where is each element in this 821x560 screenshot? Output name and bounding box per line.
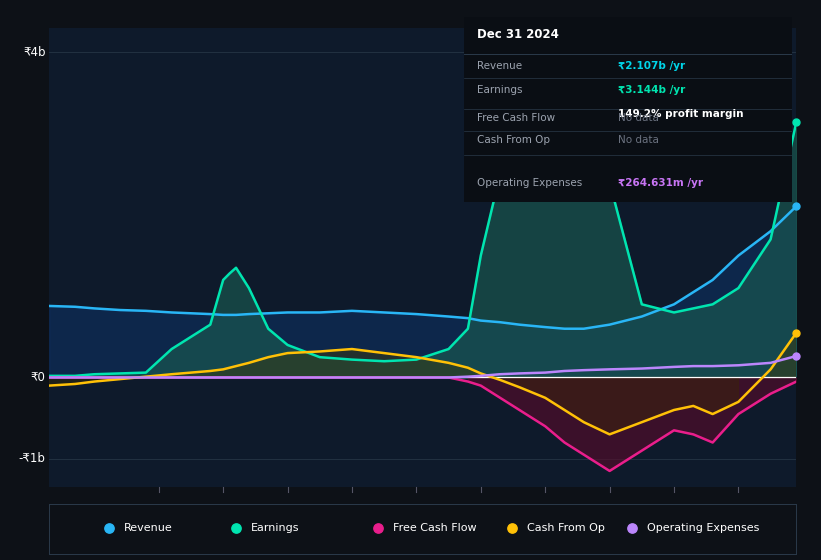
Text: ₹3.144b /yr: ₹3.144b /yr	[618, 85, 686, 95]
Point	[790, 328, 803, 337]
Text: Earnings: Earnings	[251, 523, 300, 533]
Text: 2022: 2022	[595, 506, 624, 516]
Text: 2015: 2015	[144, 506, 172, 516]
Text: Operating Expenses: Operating Expenses	[477, 178, 582, 188]
Point	[230, 524, 243, 533]
Text: ₹2.107b /yr: ₹2.107b /yr	[618, 61, 686, 71]
Text: Operating Expenses: Operating Expenses	[647, 523, 759, 533]
Text: 2017: 2017	[273, 506, 301, 516]
Text: 2020: 2020	[466, 506, 495, 516]
Point	[626, 524, 639, 533]
Text: Revenue: Revenue	[477, 61, 522, 71]
Text: 2024: 2024	[724, 506, 753, 516]
Text: ₹0: ₹0	[30, 371, 45, 384]
Text: 2023: 2023	[660, 506, 688, 516]
Text: Cash From Op: Cash From Op	[477, 135, 550, 145]
Text: Free Cash Flow: Free Cash Flow	[393, 523, 476, 533]
Text: Earnings: Earnings	[477, 85, 522, 95]
Text: Dec 31 2024: Dec 31 2024	[477, 28, 559, 41]
Point	[790, 118, 803, 127]
Text: 2019: 2019	[402, 506, 430, 516]
Text: 2021: 2021	[531, 506, 559, 516]
Text: Revenue: Revenue	[124, 523, 172, 533]
Text: ₹264.631m /yr: ₹264.631m /yr	[618, 178, 704, 188]
Point	[790, 352, 803, 361]
Text: -₹1b: -₹1b	[19, 452, 45, 465]
Text: No data: No data	[618, 135, 659, 145]
Text: ₹4b: ₹4b	[23, 46, 45, 59]
Text: No data: No data	[618, 113, 659, 123]
Point	[371, 524, 384, 533]
Point	[790, 202, 803, 211]
Text: 2016: 2016	[209, 506, 237, 516]
Text: Free Cash Flow: Free Cash Flow	[477, 113, 555, 123]
Point	[103, 524, 116, 533]
Point	[506, 524, 519, 533]
Text: 2018: 2018	[338, 506, 366, 516]
Text: Cash From Op: Cash From Op	[527, 523, 605, 533]
Text: 149.2% profit margin: 149.2% profit margin	[618, 109, 744, 119]
